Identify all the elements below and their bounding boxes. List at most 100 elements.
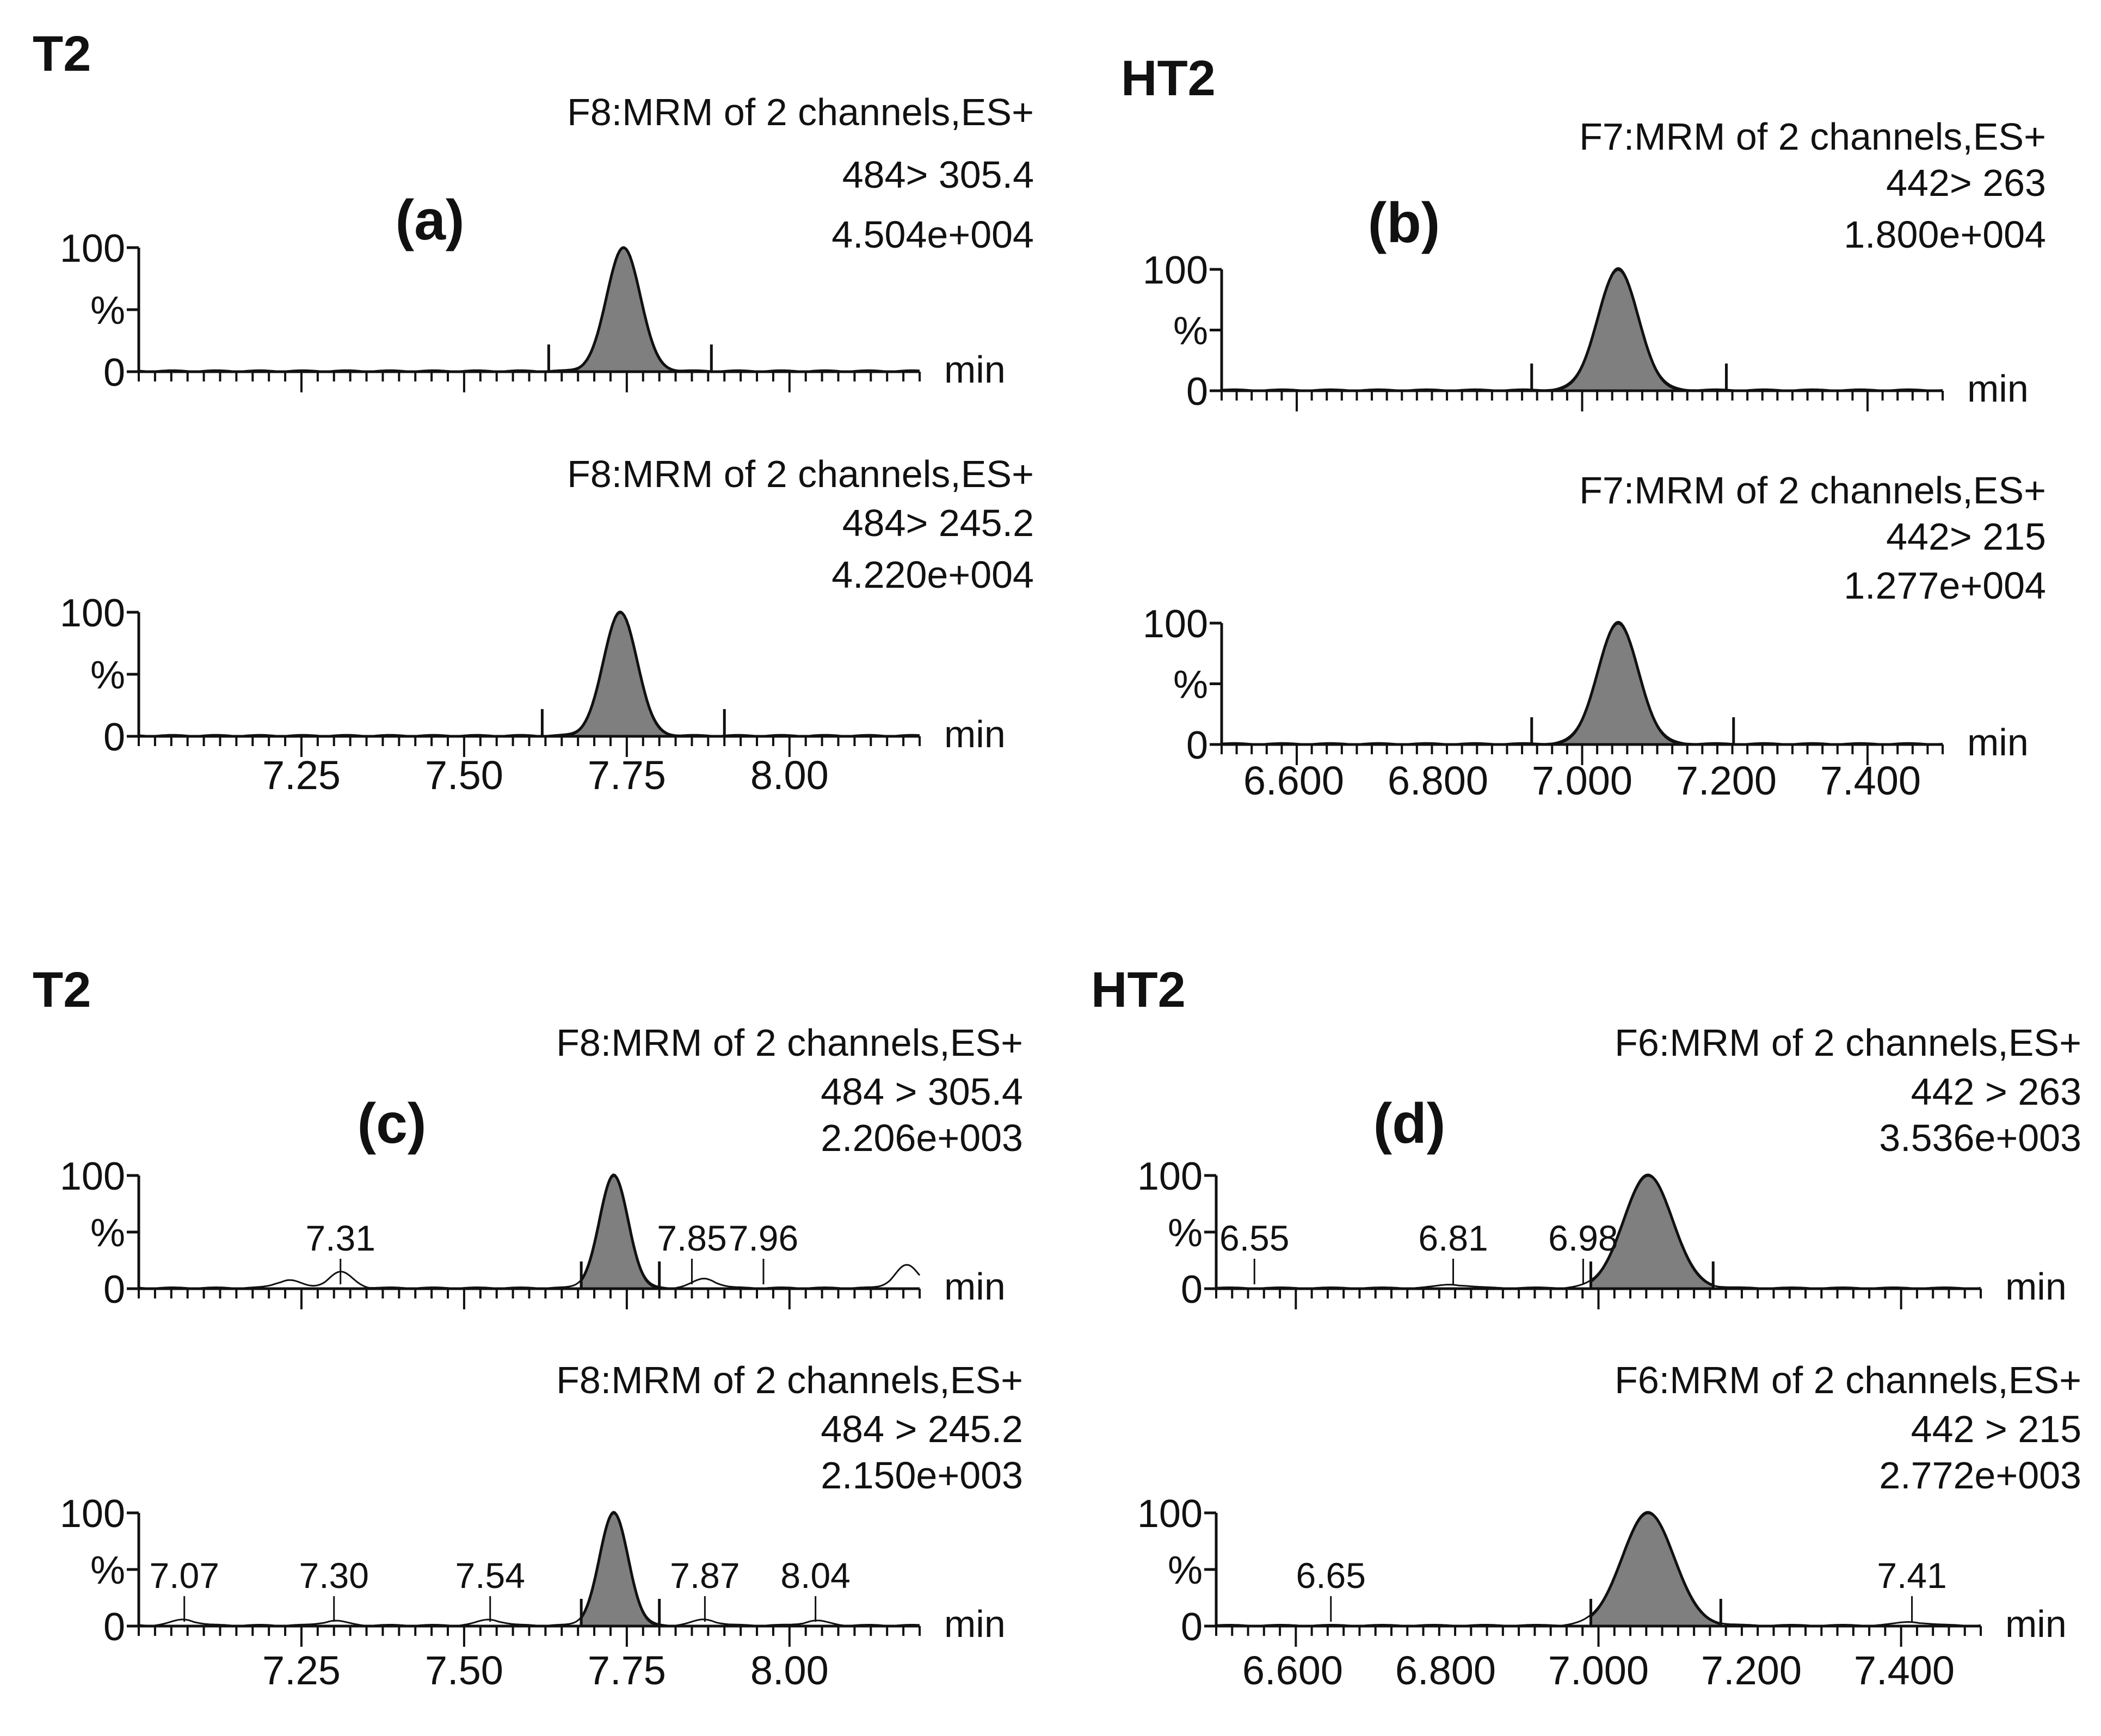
y-tick-label-100: 100	[60, 1492, 125, 1536]
trace-1: F8:MRM of 2 channels,ES+ 484 > 305.42.206…	[60, 1021, 1023, 1312]
panel-label: (d)	[1373, 1092, 1446, 1155]
rt-annotation: 7.30	[299, 1555, 369, 1596]
peak-area	[549, 246, 712, 373]
chromatogram-trace	[1216, 1173, 1981, 1290]
mrm-transition-label: 484> 245.2	[842, 502, 1034, 544]
rt-annotation: 7.87	[670, 1555, 740, 1596]
y-axis-percent-label: %	[1168, 1549, 1203, 1592]
x-tick-label: 6.600	[1242, 1648, 1343, 1693]
trace-1: F7:MRM of 2 channels,ES+442> 263 1.800e+0…	[1143, 115, 2046, 414]
y-tick-label-100: 100	[1137, 1492, 1203, 1536]
y-axis-percent-label: %	[90, 289, 125, 333]
compound-title: T2	[33, 26, 91, 82]
x-axis-unit: min	[2005, 1603, 2067, 1645]
rt-annotation: 6.98	[1548, 1218, 1618, 1258]
x-tick-label: 8.00	[750, 1648, 829, 1693]
x-axis-unit: min	[944, 348, 1006, 391]
peak-area	[1589, 1511, 1722, 1628]
chromatogram-trace	[138, 611, 920, 737]
intensity-label: 2.150e+003	[821, 1454, 1023, 1497]
peak-area	[580, 1511, 661, 1628]
trace-function-label: F7:MRM of 2 channels,ES+	[1579, 469, 2046, 512]
x-axis-unit: min	[1967, 367, 2029, 410]
mrm-transition-label: 442 > 263	[1911, 1070, 2081, 1113]
peak-area	[1531, 621, 1734, 746]
rt-annotation: 7.07	[149, 1555, 219, 1596]
intensity-label: 2.772e+003	[1879, 1454, 2081, 1497]
y-axis-percent-label: %	[90, 1211, 125, 1255]
trace-function-label: F6:MRM of 2 channels,ES+	[1615, 1359, 2081, 1401]
x-axis-unit: min	[1967, 721, 2029, 764]
trace-1: F6:MRM of 2 channels,ES+ 442 > 2633.536e+…	[1137, 1021, 2081, 1312]
chromatogram-trace	[138, 246, 920, 373]
rt-annotation: 6.81	[1418, 1218, 1488, 1258]
y-axis-percent-label: %	[1173, 310, 1208, 353]
mrm-transition-label: 484 > 305.4	[821, 1070, 1023, 1113]
trace-function-label: F8:MRM of 2 channels,ES+	[556, 1359, 1023, 1401]
mrm-transition-label: 442> 215	[1886, 515, 2046, 558]
y-axis-percent-label: %	[90, 1549, 125, 1592]
intensity-label: 4.220e+004	[831, 553, 1034, 596]
y-tick-label-100: 100	[60, 592, 125, 635]
x-axis-unit: min	[944, 713, 1006, 755]
mrm-transition-label: 484 > 245.2	[821, 1408, 1023, 1450]
x-tick-label: 6.600	[1243, 758, 1344, 803]
x-tick-label: 6.800	[1388, 758, 1488, 803]
x-tick-label: 7.200	[1676, 758, 1777, 803]
chromatogram-trace	[1221, 620, 1943, 746]
rt-annotation: 7.54	[455, 1555, 525, 1596]
chromatogram-trace	[138, 1511, 920, 1627]
rt-annotation: 6.65	[1296, 1555, 1366, 1596]
chromatogram-trace	[1221, 267, 1943, 392]
x-axis-unit: min	[2005, 1265, 2067, 1308]
x-tick-label: 7.25	[262, 753, 341, 798]
x-tick-label: 7.25	[262, 1648, 341, 1693]
rt-annotation: 7.41	[1877, 1555, 1946, 1596]
trace-1: F8:MRM of 2 channels,ES+ 484> 305.4 4.504e…	[60, 91, 1034, 395]
x-tick-label: 7.75	[588, 1648, 666, 1693]
compound-title: HT2	[1091, 962, 1186, 1018]
y-axis-percent-label: %	[1173, 663, 1208, 707]
peak-area	[1531, 268, 1727, 392]
trace-2: F6:MRM of 2 channels,ES+ 442 > 2152.772e+…	[1137, 1359, 2081, 1693]
y-tick-label-0: 0	[1186, 370, 1208, 414]
mrm-transition-label: 442 > 215	[1911, 1408, 2081, 1450]
y-tick-label-100: 100	[60, 1155, 125, 1198]
rt-annotation: 7.85	[657, 1218, 726, 1258]
mrm-transition-label: 442> 263	[1886, 162, 2046, 204]
x-tick-label: 7.400	[1854, 1648, 1955, 1693]
x-axis-unit: min	[944, 1265, 1006, 1308]
x-tick-label: 7.200	[1701, 1648, 1802, 1693]
trace-function-label: F6:MRM of 2 channels,ES+	[1615, 1021, 2081, 1064]
rt-annotation: 6.55	[1219, 1218, 1289, 1258]
intensity-label: 3.536e+003	[1879, 1117, 2081, 1159]
x-tick-label: 7.400	[1820, 758, 1921, 803]
panel-label: (b)	[1368, 192, 1440, 255]
x-tick-label: 7.75	[588, 753, 666, 798]
panel-label: (a)	[395, 189, 464, 252]
y-tick-label-0: 0	[103, 1268, 125, 1312]
peak-area	[542, 611, 725, 738]
x-tick-label: 7.50	[425, 753, 503, 798]
intensity-label: 4.504e+004	[831, 213, 1034, 256]
chromatogram-trace	[1216, 1511, 1981, 1627]
y-axis-percent-label: %	[1168, 1211, 1203, 1255]
x-tick-label: 7.50	[425, 1648, 503, 1693]
trace-2: F8:MRM of 2 channels,ES+ 484 > 245.22.150…	[60, 1359, 1023, 1693]
trace-function-label: F7:MRM of 2 channels,ES+	[1579, 115, 2046, 158]
y-tick-label-100: 100	[1143, 602, 1208, 646]
y-tick-label-0: 0	[103, 1605, 125, 1649]
trace-2: F8:MRM of 2 channels,ES+ 484> 245.2 4.220e…	[60, 453, 1034, 798]
compound-title: HT2	[1121, 51, 1216, 106]
y-tick-label-100: 100	[1143, 249, 1208, 292]
panel-c: T2 (c) F8:MRM of 2 channels,ES+ 484 > 305.4…	[33, 962, 1023, 1693]
y-axis-percent-label: %	[90, 654, 125, 697]
compound-title: T2	[33, 962, 91, 1018]
y-tick-label-0: 0	[103, 716, 125, 759]
x-tick-label: 7.000	[1548, 1648, 1649, 1693]
panel-d: HT2 (d) F6:MRM of 2 channels,ES+ 442 > 2633…	[1091, 962, 2081, 1693]
panel-label: (c)	[357, 1092, 426, 1155]
y-tick-label-100: 100	[60, 227, 125, 270]
rt-annotation: 7.31	[305, 1218, 375, 1258]
